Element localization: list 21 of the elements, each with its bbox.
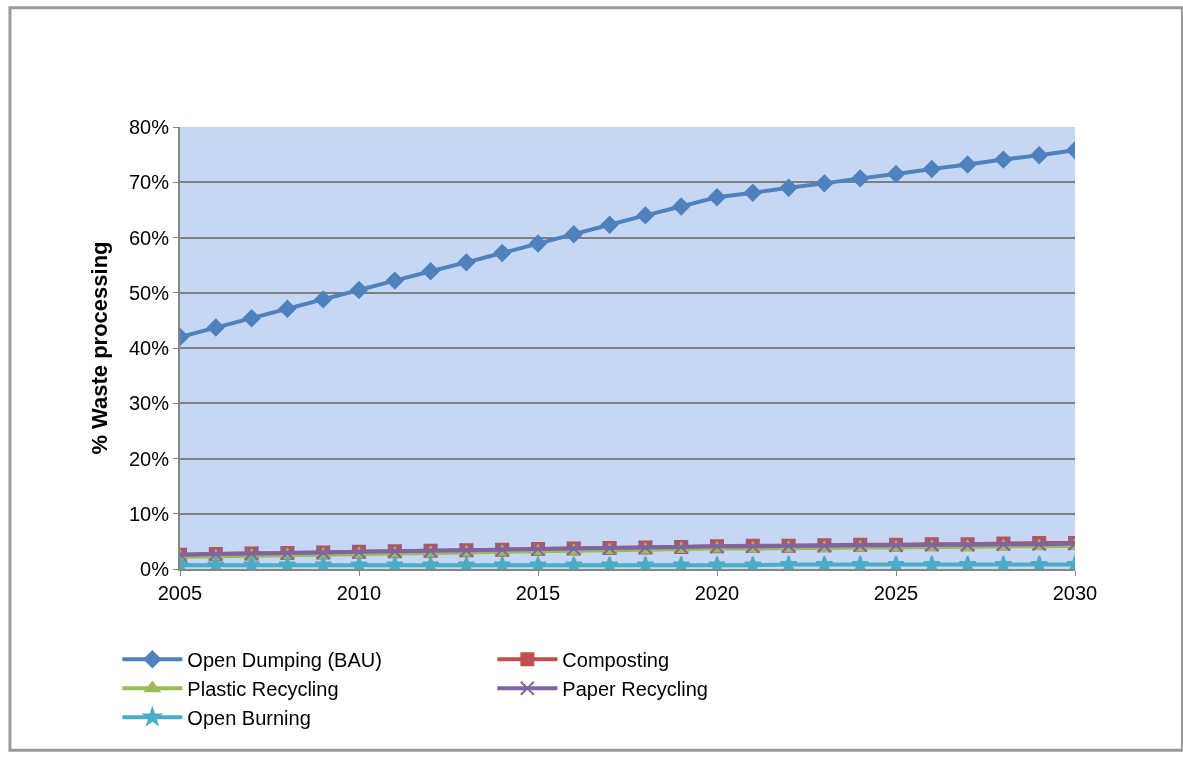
y-tick-label: 10% [128, 502, 170, 525]
x-tick-label: 2030 [1052, 582, 1098, 604]
x-tick-label: 2020 [694, 582, 740, 604]
x-tick-label: 2025 [873, 582, 919, 604]
x-tick-label: 2010 [336, 582, 382, 604]
legend-label: Plastic Recycling [187, 678, 339, 701]
y-tick-label: 0% [140, 558, 170, 580]
y-tick-label: 50% [128, 281, 170, 304]
x-tick-label: 2005 [157, 582, 203, 604]
y-tick-label: 60% [128, 226, 170, 249]
y-tick-label: 30% [128, 392, 170, 415]
legend-label: Open Dumping (BAU) [187, 649, 382, 672]
y-tick-label: 80% [128, 116, 170, 138]
legend-label: Composting [562, 649, 670, 672]
y-tick-label: 20% [128, 447, 170, 470]
legend-label: Paper Recycling [562, 678, 708, 701]
y-axis-title: % Waste processing [87, 241, 113, 455]
y-tick-label: 40% [128, 337, 170, 359]
y-tick-label: 70% [128, 171, 170, 194]
x-tick-label: 2015 [515, 582, 561, 604]
legend-label: Open Burning [187, 707, 311, 730]
